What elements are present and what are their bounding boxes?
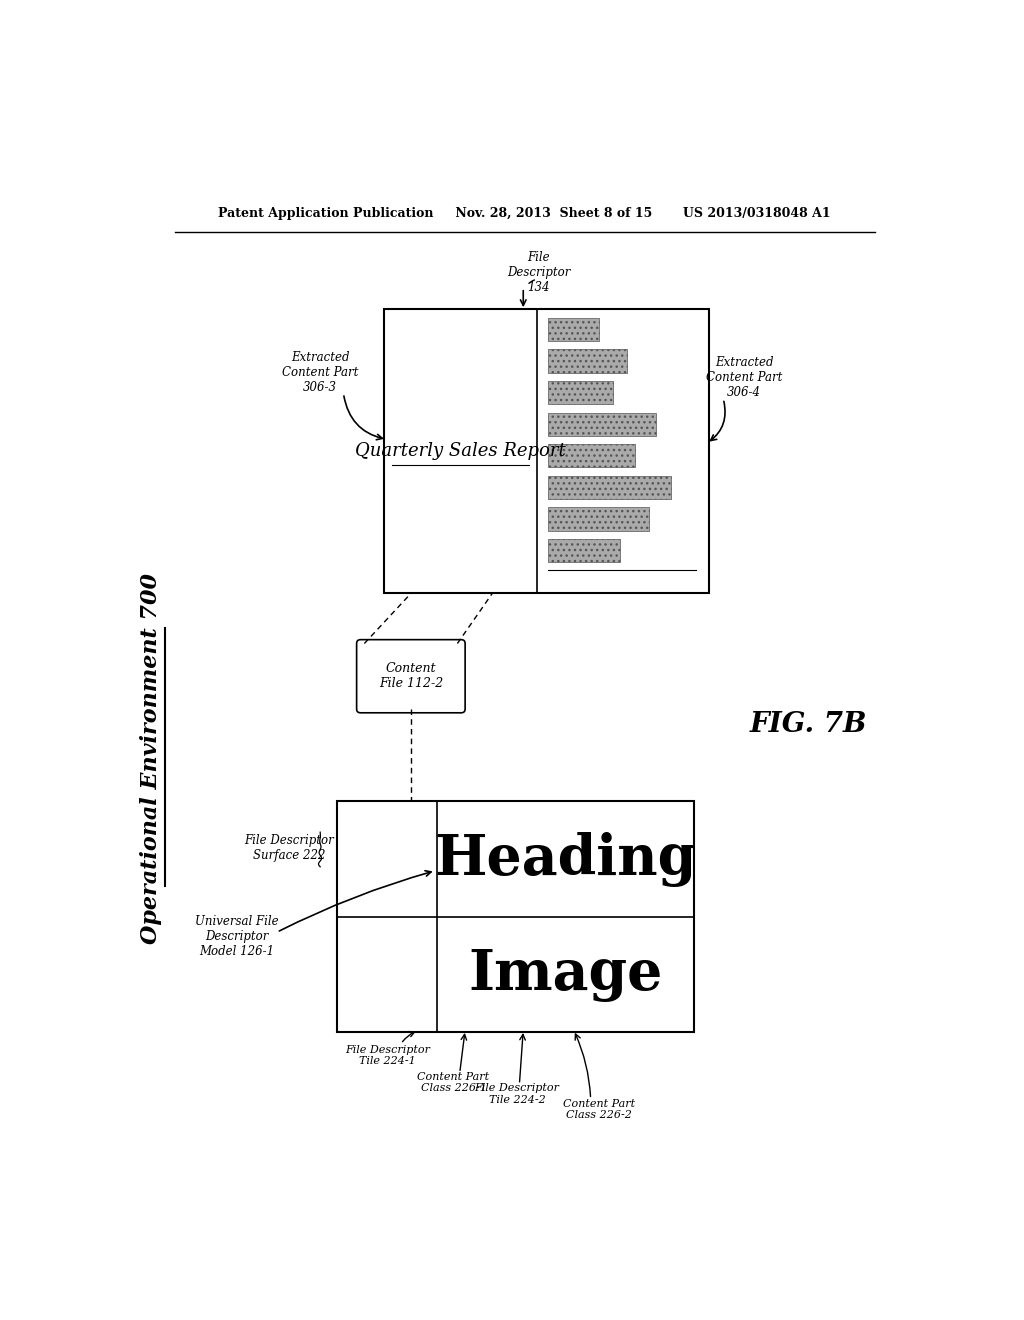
Bar bbox=[549, 475, 671, 499]
Bar bbox=[549, 318, 599, 341]
Bar bbox=[384, 309, 710, 594]
Text: File Descriptor
Tile 224-2: File Descriptor Tile 224-2 bbox=[474, 1084, 559, 1105]
Bar bbox=[549, 350, 628, 372]
Text: Universal File
Descriptor
Model 126-1: Universal File Descriptor Model 126-1 bbox=[195, 915, 279, 957]
Text: Content Part
Class 226-2: Content Part Class 226-2 bbox=[563, 1098, 635, 1121]
Bar bbox=[549, 539, 621, 562]
Bar bbox=[549, 413, 656, 436]
Text: Heading: Heading bbox=[434, 832, 696, 887]
Text: File
Descriptor
134: File Descriptor 134 bbox=[507, 251, 570, 294]
Text: File Descriptor
Tile 224-1: File Descriptor Tile 224-1 bbox=[345, 1044, 430, 1067]
Bar bbox=[549, 444, 635, 467]
Bar bbox=[549, 381, 613, 404]
Text: FIG. 7B: FIG. 7B bbox=[750, 711, 867, 738]
Text: Patent Application Publication     Nov. 28, 2013  Sheet 8 of 15       US 2013/03: Patent Application Publication Nov. 28, … bbox=[218, 207, 831, 220]
Text: Extracted
Content Part
306-3: Extracted Content Part 306-3 bbox=[282, 351, 358, 393]
Text: Content Part
Class 226-1: Content Part Class 226-1 bbox=[418, 1072, 489, 1093]
Text: Operational Environment 700: Operational Environment 700 bbox=[140, 573, 162, 945]
Text: Image: Image bbox=[468, 948, 663, 1002]
Text: Content
File 112-2: Content File 112-2 bbox=[379, 663, 443, 690]
Text: File Descriptor
Surface 222: File Descriptor Surface 222 bbox=[245, 833, 334, 862]
Bar bbox=[337, 801, 693, 1032]
Text: Quarterly Sales Report: Quarterly Sales Report bbox=[355, 442, 565, 459]
Text: Extracted
Content Part
306-4: Extracted Content Part 306-4 bbox=[706, 356, 782, 400]
Bar bbox=[549, 507, 649, 531]
FancyBboxPatch shape bbox=[356, 640, 465, 713]
